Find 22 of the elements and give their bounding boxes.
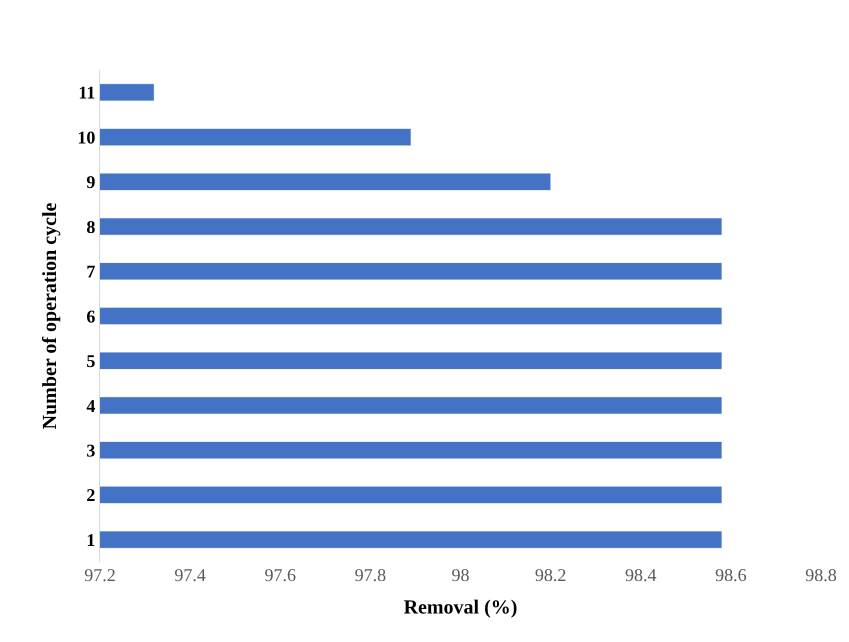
x-tick-label: 98.4 <box>625 565 656 585</box>
y-tick-label: 11 <box>78 82 96 103</box>
x-tick-label: 97.4 <box>174 565 206 585</box>
x-tick-label: 98.8 <box>805 565 837 585</box>
y-tick-label: 10 <box>77 127 96 148</box>
y-tick-label: 4 <box>86 396 96 416</box>
y-tick-label: 9 <box>86 172 96 192</box>
x-tick-label: 98.2 <box>534 565 566 585</box>
y-tick-label: 1 <box>86 530 96 550</box>
x-tick-label: 97.6 <box>264 565 296 585</box>
y-tick-label: 2 <box>86 485 96 506</box>
x-axis-title: Removal (%) <box>404 596 518 618</box>
x-tick-label: 98 <box>452 565 470 585</box>
x-tick-label: 97.8 <box>354 565 386 585</box>
y-tick-label: 5 <box>86 351 96 372</box>
y-tick-label: 7 <box>86 262 96 282</box>
x-tick-label: 98.6 <box>715 565 747 585</box>
y-tick-label: 3 <box>86 440 96 460</box>
y-tick-label: 6 <box>86 306 96 326</box>
x-tick-label: 97.2 <box>84 565 116 585</box>
y-axis-title: Number of operation cycle <box>38 202 61 430</box>
y-tick-label: 8 <box>86 216 96 237</box>
